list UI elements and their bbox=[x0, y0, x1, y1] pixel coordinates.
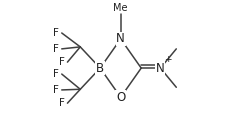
Text: F: F bbox=[53, 85, 59, 95]
Text: O: O bbox=[116, 91, 125, 104]
Text: B: B bbox=[96, 62, 104, 75]
Text: N: N bbox=[116, 32, 125, 45]
Text: F: F bbox=[59, 57, 64, 67]
Text: F: F bbox=[53, 28, 59, 38]
Text: +: + bbox=[164, 55, 172, 64]
Text: N: N bbox=[156, 62, 165, 75]
Text: F: F bbox=[59, 98, 64, 108]
Text: F: F bbox=[53, 44, 59, 54]
Text: F: F bbox=[53, 69, 59, 79]
Text: Me: Me bbox=[113, 3, 128, 13]
